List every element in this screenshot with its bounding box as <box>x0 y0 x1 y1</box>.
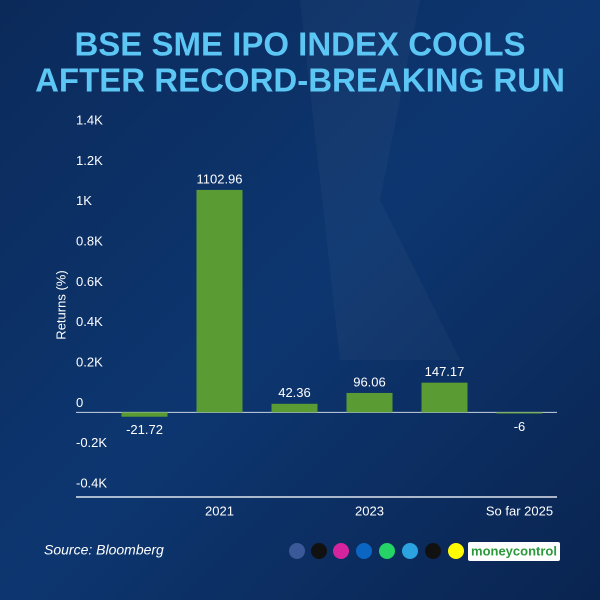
chart-title: BSE SME IPO INDEX COOLS <box>74 26 525 63</box>
value-label: 42.36 <box>278 385 311 400</box>
y-tick-label: 0.2K <box>76 354 103 369</box>
y-axis-label: Returns (%) <box>53 270 68 339</box>
bar <box>196 189 243 413</box>
value-label: -21.72 <box>126 422 163 437</box>
value-label: 1102.96 <box>196 171 242 186</box>
y-tick-label: 0.6K <box>76 274 103 289</box>
x-tick-label: 2023 <box>355 503 384 518</box>
bar <box>271 403 318 413</box>
y-tick-label: 0.8K <box>76 233 103 248</box>
x-tick-label: 2021 <box>205 503 234 518</box>
bar <box>496 412 543 414</box>
value-label: -6 <box>514 419 526 434</box>
y-tick-label: 1.4K <box>76 112 103 127</box>
bar <box>121 412 168 417</box>
y-tick-label: 0 <box>76 395 83 410</box>
value-label: 147.17 <box>425 364 465 379</box>
x-tick-label: So far 2025 <box>486 503 553 518</box>
bar <box>346 392 393 413</box>
bar <box>421 382 468 413</box>
y-tick-label: 1K <box>76 193 92 208</box>
y-tick-label: -0.4K <box>76 475 107 490</box>
source: Source: Bloomberg <box>44 542 164 558</box>
y-tick-label: 1.2K <box>76 153 103 168</box>
social-icons <box>289 543 464 559</box>
value-label: 96.06 <box>353 374 386 389</box>
brand-box <box>468 542 560 561</box>
y-tick-label: 0.4K <box>76 314 103 329</box>
chart-title: AFTER RECORD-BREAKING RUN <box>35 62 565 99</box>
brand: moneycontrol <box>471 543 557 558</box>
y-tick-label: -0.2K <box>76 435 107 450</box>
